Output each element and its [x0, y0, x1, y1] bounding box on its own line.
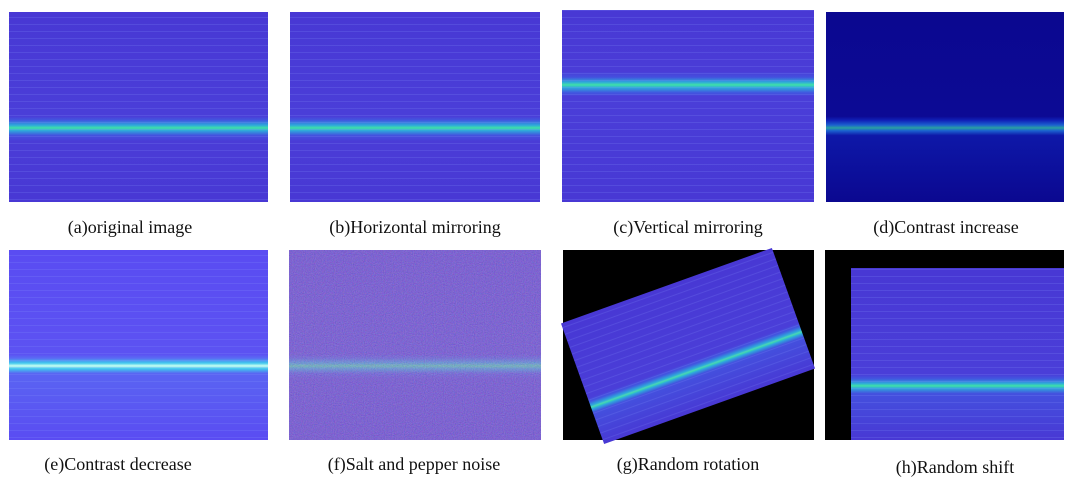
panel-g — [561, 248, 815, 444]
spectrogram — [826, 12, 1064, 202]
texture — [9, 250, 268, 440]
caption: (f)Salt and pepper noise — [328, 454, 500, 475]
caption: (h)Random shift — [896, 457, 1015, 478]
texture — [562, 10, 814, 202]
panel-c — [562, 10, 814, 202]
caption: (b)Horizontal mirroring — [329, 217, 500, 238]
panel-d — [826, 12, 1064, 202]
panel-a — [9, 12, 268, 202]
caption: (c)Vertical mirroring — [613, 217, 762, 238]
panel-h — [825, 250, 1064, 440]
caption: (g)Random rotation — [617, 454, 759, 475]
page: (a)original image (b)Horizontal mirrorin… — [0, 0, 1073, 480]
panel-b — [290, 12, 540, 202]
panel-e — [9, 250, 268, 440]
caption: (d)Contrast increase — [873, 217, 1018, 238]
noise — [289, 250, 541, 440]
texture — [290, 12, 540, 202]
caption: (a)original image — [68, 217, 192, 238]
figure: (a)original image (b)Horizontal mirrorin… — [0, 0, 1073, 480]
caption: (e)Contrast decrease — [44, 454, 191, 475]
panel-f — [289, 250, 541, 440]
texture — [851, 268, 1064, 440]
texture — [9, 12, 268, 202]
